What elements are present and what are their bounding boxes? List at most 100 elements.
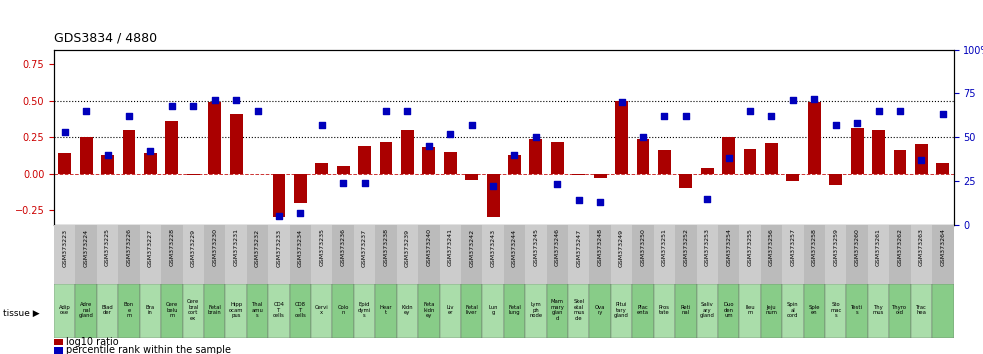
Text: Feta
kidn
ey: Feta kidn ey <box>423 302 434 318</box>
Point <box>206 98 222 103</box>
Text: GSM373261: GSM373261 <box>876 228 881 266</box>
Bar <box>632 225 654 285</box>
Bar <box>782 225 804 285</box>
Bar <box>504 225 525 285</box>
Point <box>228 98 244 103</box>
Point <box>164 103 180 108</box>
Text: GSM373242: GSM373242 <box>469 228 474 267</box>
Bar <box>123 130 136 174</box>
Text: Testi
s: Testi s <box>851 305 863 315</box>
Point <box>764 113 780 119</box>
Bar <box>354 284 376 338</box>
Text: GSM373241: GSM373241 <box>447 228 453 267</box>
Text: Sple
en: Sple en <box>809 305 820 315</box>
Text: GSM373250: GSM373250 <box>641 228 646 266</box>
Bar <box>332 284 354 338</box>
Bar <box>58 153 71 174</box>
Bar <box>804 225 825 285</box>
Text: GSM373244: GSM373244 <box>512 228 517 267</box>
Text: GSM373238: GSM373238 <box>383 228 388 267</box>
Point <box>678 113 694 119</box>
Bar <box>418 225 439 285</box>
Bar <box>804 284 825 338</box>
Bar <box>808 102 821 174</box>
Point <box>293 210 309 215</box>
Bar <box>825 284 846 338</box>
Text: tissue ▶: tissue ▶ <box>3 309 39 318</box>
Text: GDS3834 / 4880: GDS3834 / 4880 <box>54 31 157 44</box>
Bar <box>54 284 76 338</box>
Text: GSM373248: GSM373248 <box>598 228 603 267</box>
Bar <box>316 164 328 174</box>
Text: GSM373223: GSM373223 <box>62 228 67 267</box>
Bar <box>504 284 525 338</box>
Bar <box>397 284 418 338</box>
Text: GSM373225: GSM373225 <box>105 228 110 267</box>
Bar <box>54 339 63 345</box>
Text: Fetal
lung: Fetal lung <box>508 305 521 315</box>
Bar <box>675 225 697 285</box>
Bar <box>910 284 932 338</box>
Bar <box>932 225 954 285</box>
Text: percentile rank within the sample: percentile rank within the sample <box>66 346 231 354</box>
Point <box>699 196 715 201</box>
Text: GSM373254: GSM373254 <box>726 228 731 267</box>
Bar <box>187 174 200 175</box>
Text: Pros
tate: Pros tate <box>659 305 669 315</box>
Point <box>721 155 736 161</box>
Text: Thy
mus: Thy mus <box>873 305 885 315</box>
Bar <box>294 174 307 203</box>
Bar <box>161 284 183 338</box>
Bar <box>80 137 92 174</box>
Point <box>250 108 265 114</box>
Bar <box>397 225 418 285</box>
Text: GSM373255: GSM373255 <box>747 228 753 266</box>
Bar <box>290 284 311 338</box>
Bar <box>483 225 504 285</box>
Bar <box>590 284 610 338</box>
Point <box>657 113 672 119</box>
Text: GSM373259: GSM373259 <box>834 228 838 267</box>
Bar <box>97 225 118 285</box>
Bar <box>868 225 890 285</box>
Text: Lym
ph
node: Lym ph node <box>530 302 543 318</box>
Text: GSM373227: GSM373227 <box>147 228 153 267</box>
Bar <box>337 166 350 174</box>
Bar <box>846 284 868 338</box>
Point <box>378 108 394 114</box>
Bar <box>118 225 140 285</box>
Point <box>571 198 587 203</box>
Text: GSM373231: GSM373231 <box>234 228 239 267</box>
Bar <box>915 144 928 174</box>
Text: Cere
bral
cort
ex: Cere bral cort ex <box>187 299 200 321</box>
Point <box>314 122 329 128</box>
Bar <box>718 284 739 338</box>
Bar <box>204 225 225 285</box>
Bar <box>311 225 332 285</box>
Text: GSM373229: GSM373229 <box>191 228 196 267</box>
Text: Hear
t: Hear t <box>379 305 392 315</box>
Text: GSM373251: GSM373251 <box>662 228 666 266</box>
Bar <box>894 150 906 174</box>
Bar <box>525 284 547 338</box>
Bar <box>183 225 204 285</box>
Text: Colo
n: Colo n <box>337 305 349 315</box>
Text: Trac
hea: Trac hea <box>916 305 927 315</box>
Text: Kidn
ey: Kidn ey <box>402 305 413 315</box>
Bar <box>118 284 140 338</box>
Bar <box>654 284 675 338</box>
Point <box>913 157 929 163</box>
Point <box>442 131 458 137</box>
Bar <box>890 284 910 338</box>
Text: Thyro
oid: Thyro oid <box>893 305 907 315</box>
Text: Mam
mary
glan
d: Mam mary glan d <box>550 299 564 321</box>
Bar <box>568 284 590 338</box>
Bar <box>465 174 478 179</box>
Text: GSM373234: GSM373234 <box>298 228 303 267</box>
Point <box>143 148 158 154</box>
Point <box>421 143 436 149</box>
Bar <box>615 101 628 174</box>
Text: Blad
der: Blad der <box>101 305 113 315</box>
Bar <box>230 114 243 174</box>
Bar <box>439 284 461 338</box>
